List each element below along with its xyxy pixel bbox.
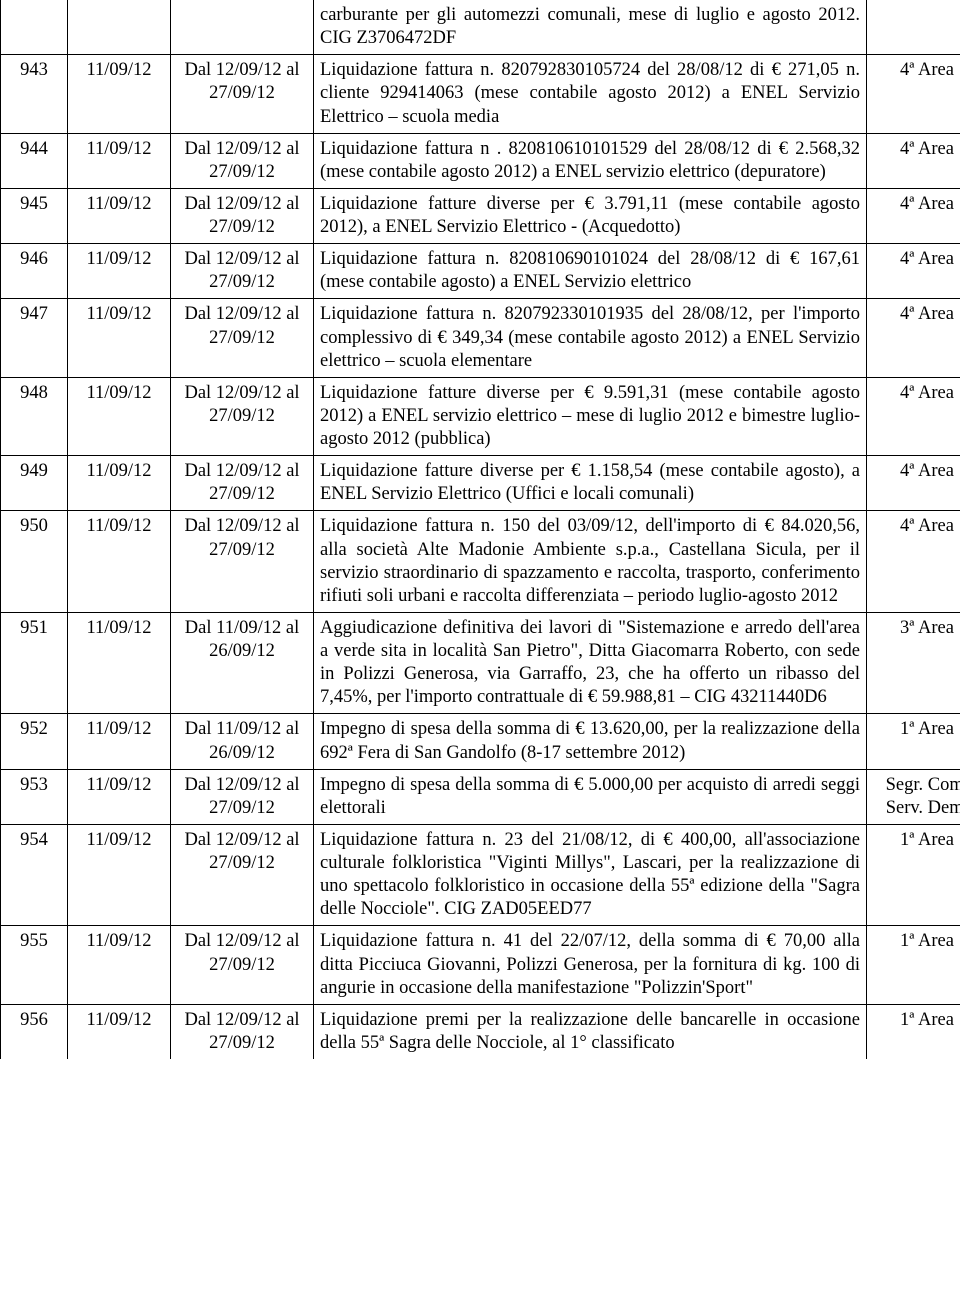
cell-date: 11/09/12 xyxy=(68,456,171,511)
cell-area: 1ª Area xyxy=(867,714,960,769)
cell-description: Liquidazione fattura n. 820792830105724 … xyxy=(314,55,867,133)
table-row: 94311/09/12Dal 12/09/12 al 27/09/12Liqui… xyxy=(1,55,960,133)
cell-area: 4ª Area xyxy=(867,55,960,133)
cell-number: 946 xyxy=(1,244,68,299)
cell-description: Impegno di spesa della somma di € 5.000,… xyxy=(314,769,867,824)
cell-period: Dal 11/09/12 al 26/09/12 xyxy=(171,714,314,769)
cell-description: Liquidazione fattura n. 23 del 21/08/12,… xyxy=(314,824,867,926)
cell-area: 1ª Area xyxy=(867,926,960,1004)
cell-number: 949 xyxy=(1,456,68,511)
cell-number: 954 xyxy=(1,824,68,926)
cell-number: 952 xyxy=(1,714,68,769)
cell-period: Dal 12/09/12 al 27/09/12 xyxy=(171,133,314,188)
table-row: 95211/09/12Dal 11/09/12 al 26/09/12Impeg… xyxy=(1,714,960,769)
cell-area: 4ª Area xyxy=(867,511,960,613)
cell-date: 11/09/12 xyxy=(68,511,171,613)
cell-period: Dal 12/09/12 al 27/09/12 xyxy=(171,188,314,243)
cell-description: Liquidazione fatture diverse per € 9.591… xyxy=(314,377,867,455)
table-row: 95011/09/12Dal 12/09/12 al 27/09/12Liqui… xyxy=(1,511,960,613)
cell-period: Dal 12/09/12 al 27/09/12 xyxy=(171,511,314,613)
cell-description: Liquidazione fattura n . 820810610101529… xyxy=(314,133,867,188)
cell-number: 955 xyxy=(1,926,68,1004)
cell-date: 11/09/12 xyxy=(68,188,171,243)
cell-date: 11/09/12 xyxy=(68,55,171,133)
cell-number: 944 xyxy=(1,133,68,188)
cell-description: Liquidazione fatture diverse per € 1.158… xyxy=(314,456,867,511)
cell-area: 4ª Area xyxy=(867,377,960,455)
cell-number: 945 xyxy=(1,188,68,243)
document-page: carburante per gli automezzi comunali, m… xyxy=(0,0,960,1059)
cell-description: Liquidazione fattura n. 820792330101935 … xyxy=(314,299,867,377)
cell-date: 11/09/12 xyxy=(68,299,171,377)
table-row: 95111/09/12Dal 11/09/12 al 26/09/12Aggiu… xyxy=(1,612,960,714)
cell-date xyxy=(68,0,171,55)
cell-area: 4ª Area xyxy=(867,299,960,377)
cell-area: 4ª Area xyxy=(867,456,960,511)
cell-description: carburante per gli automezzi comunali, m… xyxy=(314,0,867,55)
cell-area: 4ª Area xyxy=(867,244,960,299)
table-row: 95411/09/12Dal 12/09/12 al 27/09/12Liqui… xyxy=(1,824,960,926)
table-row: 94511/09/12Dal 12/09/12 al 27/09/12Liqui… xyxy=(1,188,960,243)
table-row: carburante per gli automezzi comunali, m… xyxy=(1,0,960,55)
cell-number xyxy=(1,0,68,55)
cell-period: Dal 12/09/12 al 27/09/12 xyxy=(171,244,314,299)
cell-number: 948 xyxy=(1,377,68,455)
cell-date: 11/09/12 xyxy=(68,1004,171,1059)
cell-period: Dal 12/09/12 al 27/09/12 xyxy=(171,1004,314,1059)
cell-period: Dal 12/09/12 al 27/09/12 xyxy=(171,55,314,133)
cell-area: 1ª Area xyxy=(867,1004,960,1059)
cell-area: 3ª Area xyxy=(867,612,960,714)
cell-number: 956 xyxy=(1,1004,68,1059)
cell-area: 4ª Area xyxy=(867,188,960,243)
cell-date: 11/09/12 xyxy=(68,824,171,926)
table-row: 95611/09/12Dal 12/09/12 al 27/09/12Liqui… xyxy=(1,1004,960,1059)
cell-period: Dal 12/09/12 al 27/09/12 xyxy=(171,299,314,377)
cell-number: 953 xyxy=(1,769,68,824)
cell-description: Liquidazione premi per la realizzazione … xyxy=(314,1004,867,1059)
table-row: 94411/09/12Dal 12/09/12 al 27/09/12Liqui… xyxy=(1,133,960,188)
cell-description: Impegno di spesa della somma di € 13.620… xyxy=(314,714,867,769)
cell-number: 950 xyxy=(1,511,68,613)
cell-date: 11/09/12 xyxy=(68,714,171,769)
cell-date: 11/09/12 xyxy=(68,612,171,714)
cell-date: 11/09/12 xyxy=(68,377,171,455)
cell-area: 4ª Area xyxy=(867,133,960,188)
cell-description: Liquidazione fatture diverse per € 3.791… xyxy=(314,188,867,243)
table-row: 94611/09/12Dal 12/09/12 al 27/09/12Liqui… xyxy=(1,244,960,299)
table-body: carburante per gli automezzi comunali, m… xyxy=(1,0,960,1059)
table-row: 95511/09/12Dal 12/09/12 al 27/09/12Liqui… xyxy=(1,926,960,1004)
cell-number: 943 xyxy=(1,55,68,133)
cell-period: Dal 12/09/12 al 27/09/12 xyxy=(171,824,314,926)
cell-period xyxy=(171,0,314,55)
cell-number: 951 xyxy=(1,612,68,714)
table-row: 94711/09/12Dal 12/09/12 al 27/09/12Liqui… xyxy=(1,299,960,377)
cell-period: Dal 12/09/12 al 27/09/12 xyxy=(171,377,314,455)
cell-period: Dal 11/09/12 al 26/09/12 xyxy=(171,612,314,714)
table-row: 95311/09/12Dal 12/09/12 al 27/09/12Impeg… xyxy=(1,769,960,824)
table-row: 94911/09/12Dal 12/09/12 al 27/09/12Liqui… xyxy=(1,456,960,511)
cell-description: Liquidazione fattura n. 150 del 03/09/12… xyxy=(314,511,867,613)
cell-description: Aggiudicazione definitiva dei lavori di … xyxy=(314,612,867,714)
cell-date: 11/09/12 xyxy=(68,133,171,188)
cell-date: 11/09/12 xyxy=(68,926,171,1004)
table-row: 94811/09/12Dal 12/09/12 al 27/09/12Liqui… xyxy=(1,377,960,455)
cell-area xyxy=(867,0,960,55)
cell-description: Liquidazione fattura n. 41 del 22/07/12,… xyxy=(314,926,867,1004)
cell-date: 11/09/12 xyxy=(68,769,171,824)
cell-area: 1ª Area xyxy=(867,824,960,926)
cell-description: Liquidazione fattura n. 820810690101024 … xyxy=(314,244,867,299)
cell-period: Dal 12/09/12 al 27/09/12 xyxy=(171,769,314,824)
records-table: carburante per gli automezzi comunali, m… xyxy=(0,0,960,1059)
cell-period: Dal 12/09/12 al 27/09/12 xyxy=(171,926,314,1004)
cell-period: Dal 12/09/12 al 27/09/12 xyxy=(171,456,314,511)
cell-area: Segr. Com. Serv. Dem. xyxy=(867,769,960,824)
cell-date: 11/09/12 xyxy=(68,244,171,299)
cell-number: 947 xyxy=(1,299,68,377)
